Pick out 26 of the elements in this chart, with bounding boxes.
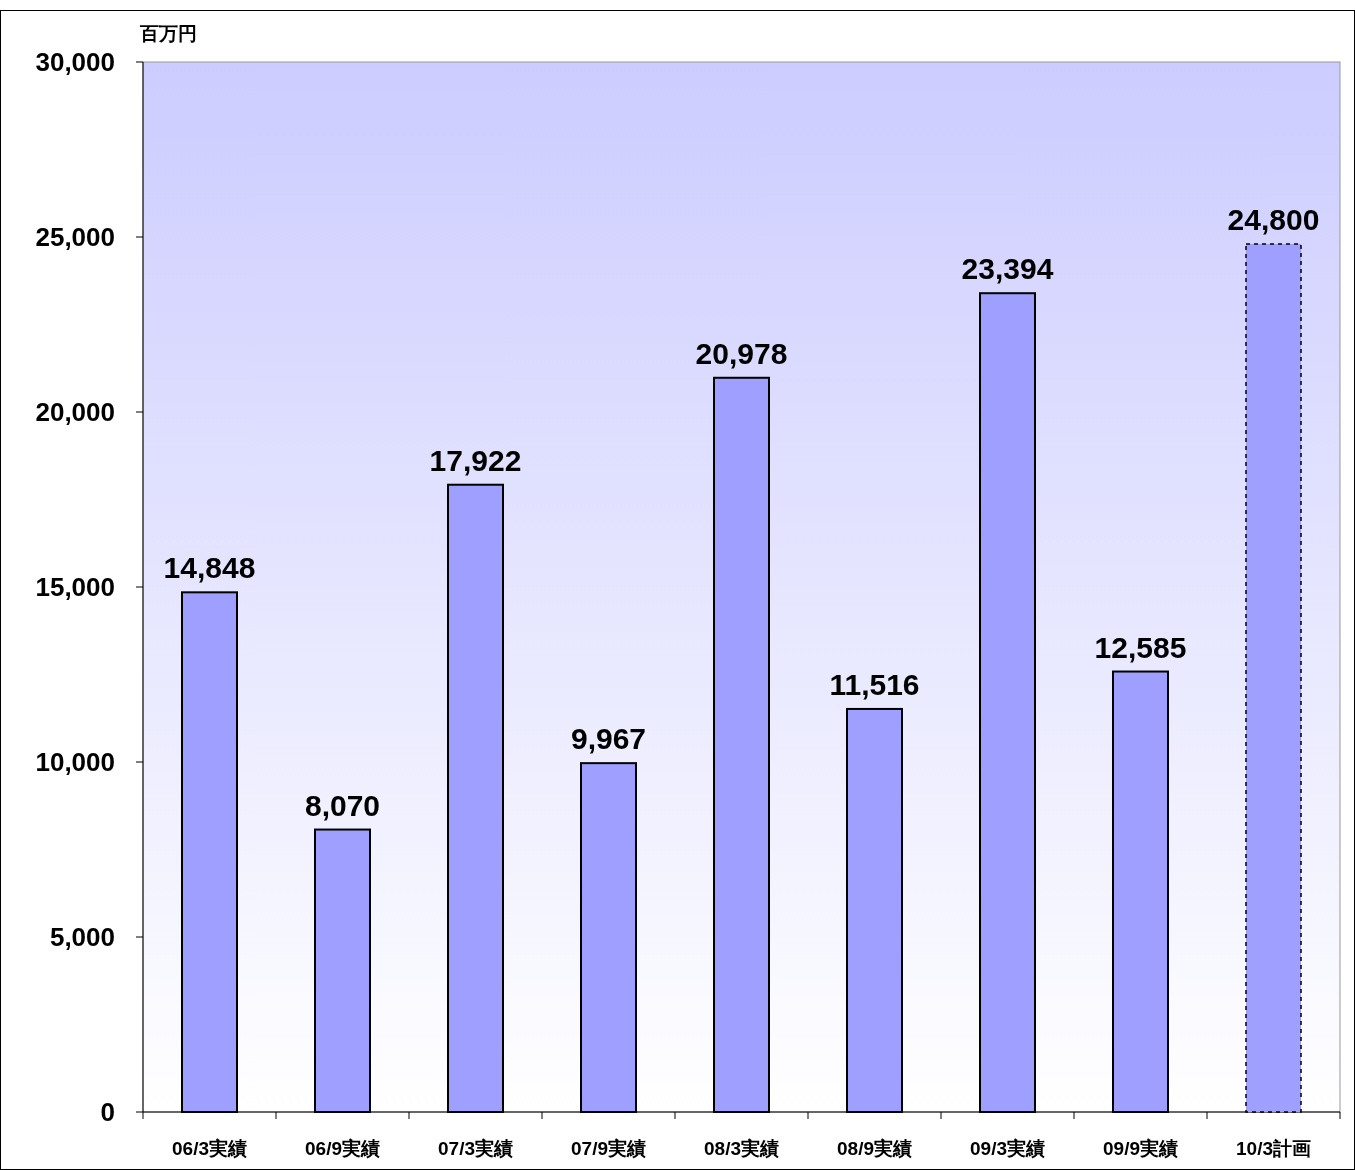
data-label: 12,585 bbox=[1094, 630, 1187, 664]
x-tick-label: 09/9実績 bbox=[1103, 1138, 1178, 1159]
data-label: 17,922 bbox=[429, 443, 522, 477]
y-tick-label: 10,000 bbox=[35, 747, 115, 777]
x-tick-label: 08/9実績 bbox=[837, 1138, 912, 1159]
data-label: 8,070 bbox=[304, 788, 381, 822]
y-tick-label: 15,000 bbox=[35, 572, 115, 602]
x-tick-label: 10/3計画 bbox=[1236, 1138, 1311, 1159]
x-tick-label: 06/3実績 bbox=[172, 1138, 247, 1159]
y-tick-label: 5,000 bbox=[49, 922, 115, 952]
x-tick-label: 07/9実績 bbox=[571, 1138, 646, 1159]
data-label: 24,800 bbox=[1227, 203, 1320, 236]
x-tick-label: 06/9実績 bbox=[305, 1138, 380, 1159]
data-label: 23,394 bbox=[961, 252, 1054, 286]
y-tick-label: 25,000 bbox=[35, 222, 115, 252]
x-tick-label: 07/3実績 bbox=[438, 1138, 513, 1159]
data-label: 20,978 bbox=[695, 336, 788, 370]
y-tick-label: 20,000 bbox=[35, 397, 115, 427]
data-label: 11,516 bbox=[829, 667, 920, 701]
x-tick-label: 09/3実績 bbox=[970, 1138, 1045, 1159]
y-axis-title: 百万円 bbox=[139, 23, 197, 44]
y-tick-label: 0 bbox=[100, 1097, 115, 1127]
y-tick-label: 30,000 bbox=[35, 47, 115, 77]
x-tick-label: 08/3実績 bbox=[704, 1138, 779, 1159]
data-label: 14,848 bbox=[163, 551, 256, 585]
data-label: 9,967 bbox=[570, 722, 647, 756]
